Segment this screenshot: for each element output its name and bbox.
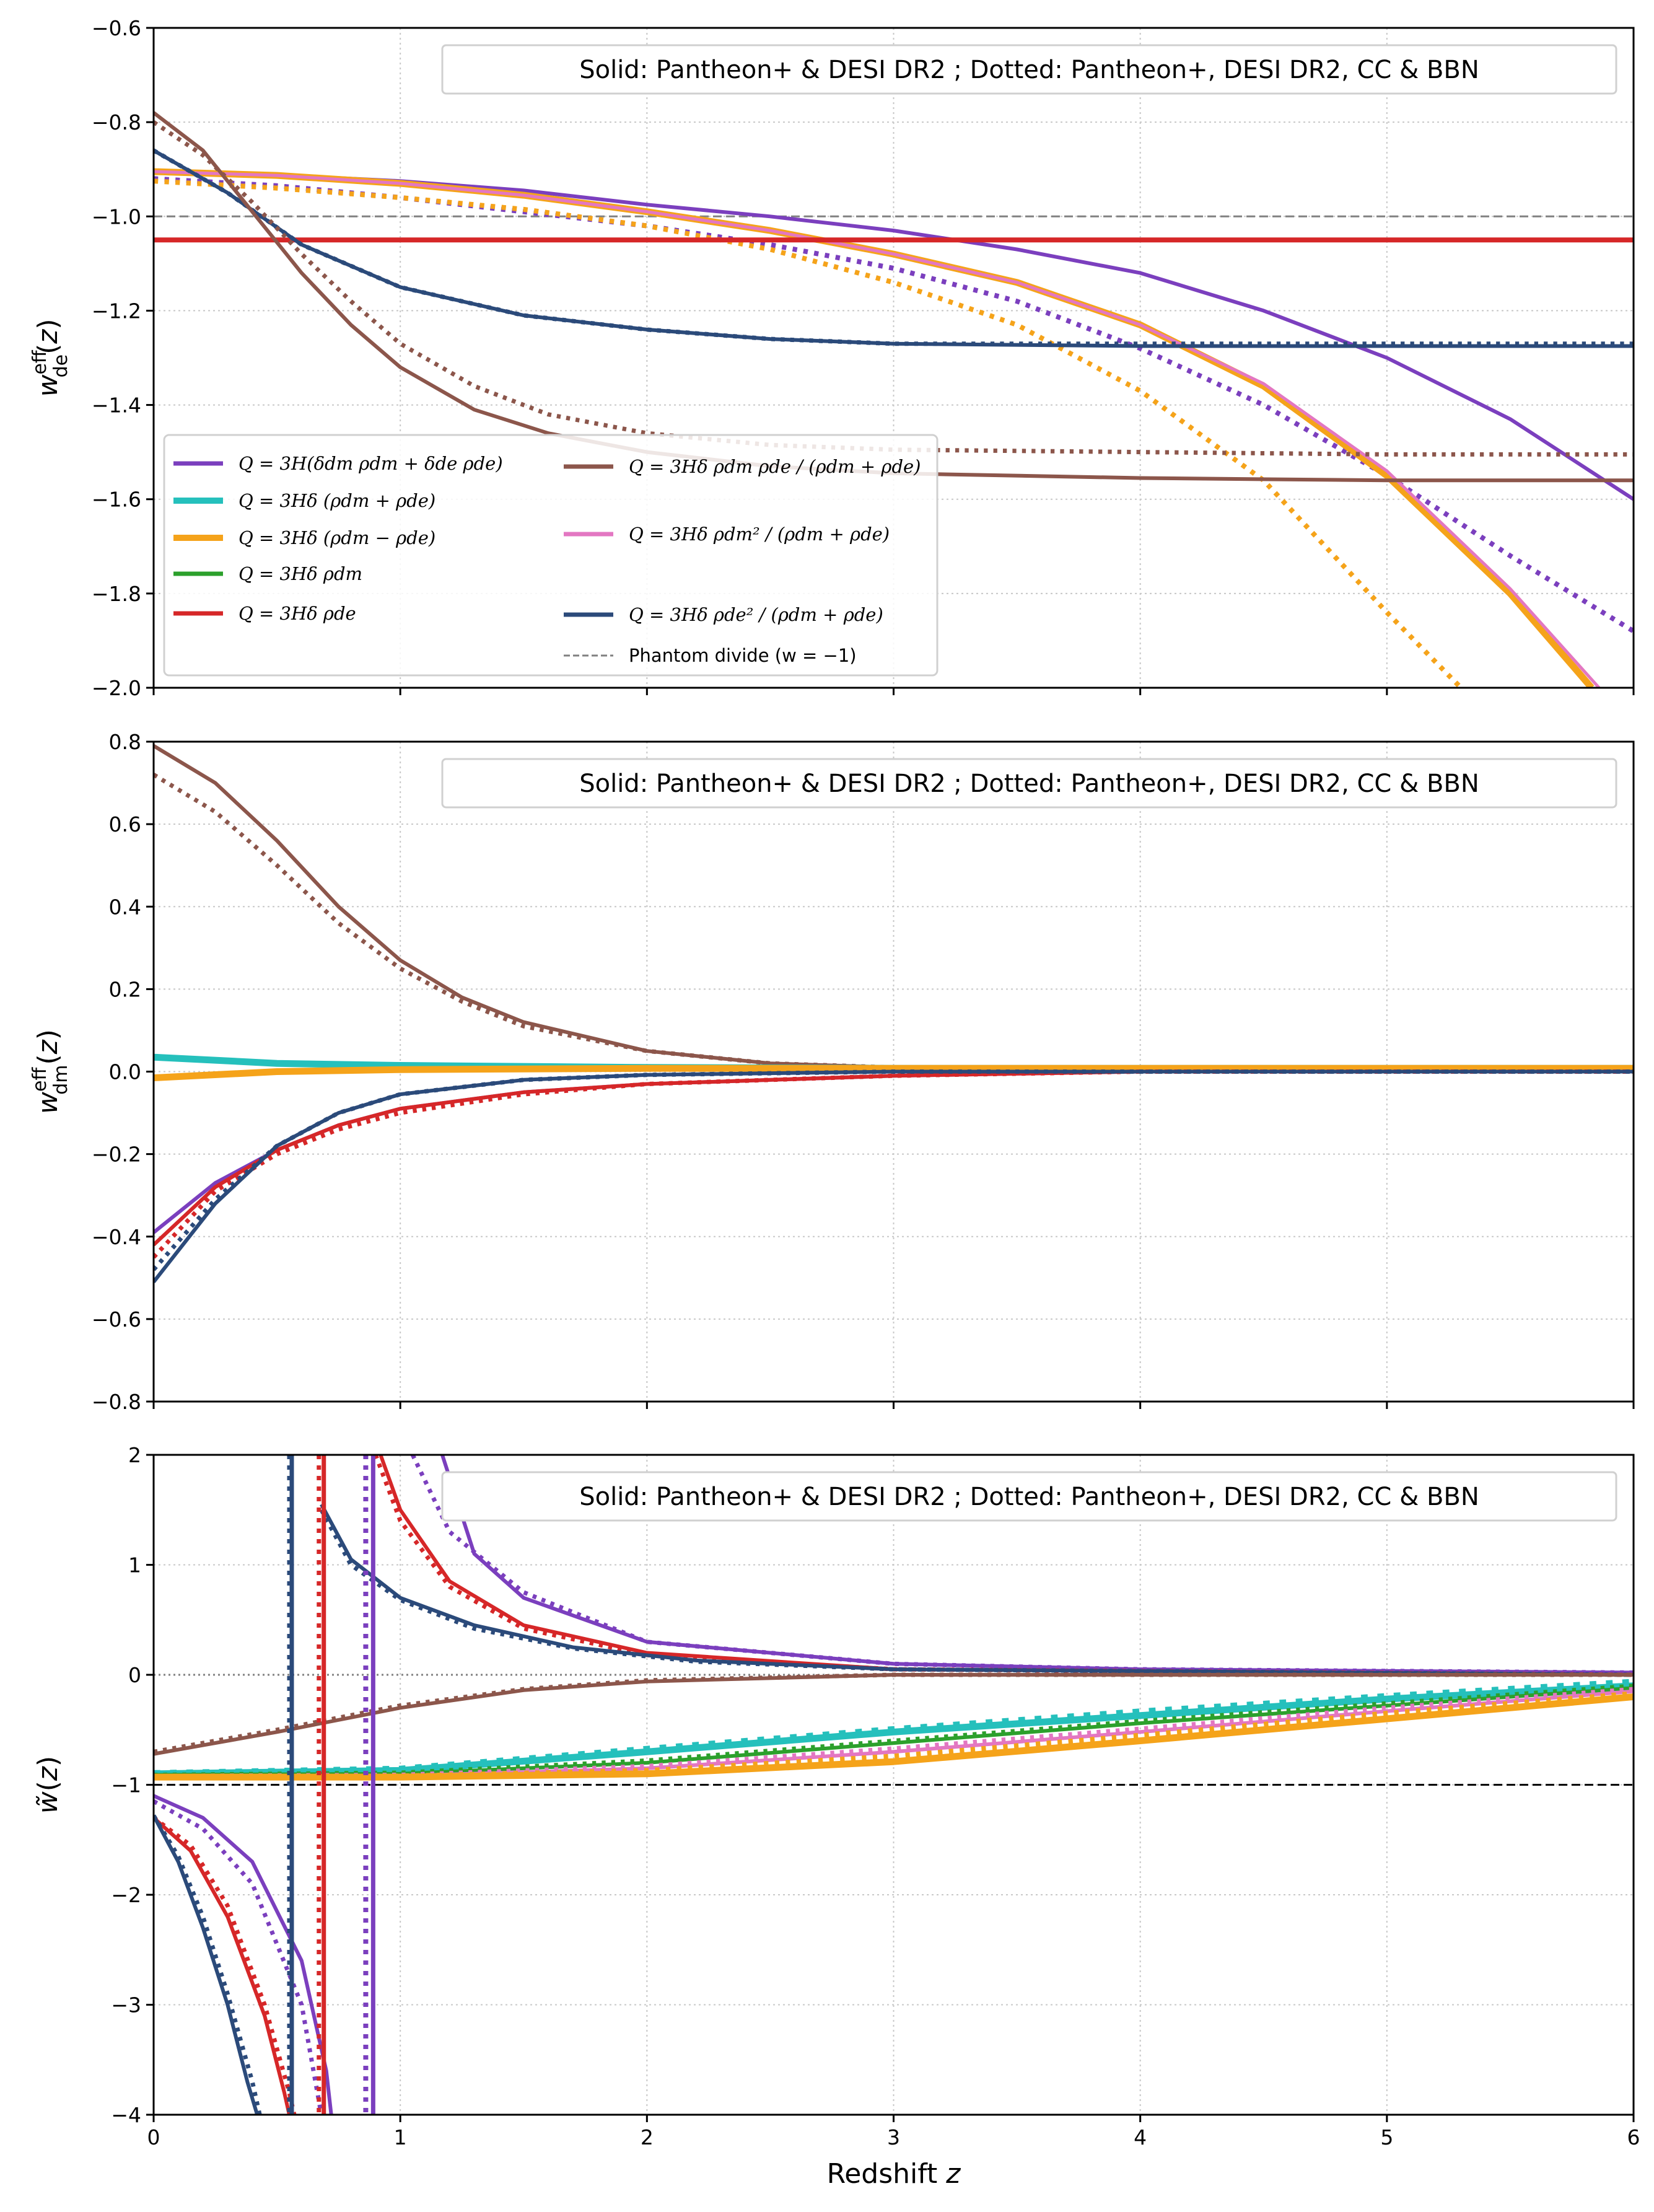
y-tick-label: 0.0 [109,1060,141,1084]
y-tick-label: −0.8 [92,1390,141,1414]
y-tick-label: −1.0 [92,204,141,229]
y-axis-label: weffdm(z) [29,1029,72,1114]
y-tick-label: 2 [128,1443,141,1467]
series-line [319,1509,1634,1677]
y-tick-label: −2.0 [92,676,141,700]
annotation-box: Solid: Pantheon+ & DESI DR2 ; Dotted: Pa… [441,758,1617,809]
series-group [154,111,1634,688]
legend-label: Q = 3Hδ ρde² / (ρdm + ρde) [629,604,883,625]
legend-label: Q = 3Hδ (ρdm + ρde) [238,490,435,511]
panel-middle: −0.8 −0.6 −0.4 −0.2 0.0 0.2 0.4 0.6 0.8 Solid: Pa… [29,730,1635,1414]
series-line [154,1814,260,2115]
series-line [154,111,1634,483]
legend-frame [163,434,939,677]
legend-label: Q = 3Hδ (ρdm − ρde) [238,527,435,548]
annotation-text: Solid: Pantheon+ & DESI DR2 ; Dotted: Pa… [579,770,1479,798]
y-tick-label: 0.8 [109,730,141,754]
y-tick-label: −2 [111,1883,141,1907]
series-line [154,1691,1634,1780]
legend: Q = 3H(δdm ρdm + δde ρde) Q = 3Hδ (ρdm + … [163,434,939,677]
series-line [154,1069,1634,1271]
series-group [154,1455,1634,2115]
annotation-box: Solid: Pantheon+ & DESI DR2 ; Dotted: Pa… [441,1471,1617,1522]
x-tick-label: 2 [641,2125,654,2149]
x-tick-label: 6 [1627,2125,1640,2149]
y-tick-label: −4 [111,2103,141,2127]
series-line [154,1816,291,2115]
legend-label: Q = 3Hδ ρde [238,603,356,624]
y-axis-label: w̃(z) [32,1756,64,1814]
series-group [154,744,1634,1283]
series-line [154,120,1634,457]
y-axis-label: weffde(z) [29,318,72,397]
legend-label: Q = 3Hδ ρdm² / (ρdm + ρde) [629,524,890,545]
series-line [154,178,1463,688]
y-tick-label: −0.6 [92,1307,141,1332]
legend-label: Q = 3Hδ ρdm [238,563,362,584]
series-line [154,1815,297,2115]
series-line [154,1064,1634,1081]
y-tick-label: 1 [128,1553,141,1578]
panel-top: −2.0 −1.8 −1.6 −1.4 −1.2 −1.0 −0.8 −0.6 Solid: P… [29,16,1635,700]
series-line [154,773,1634,1074]
x-tick-label: 1 [394,2125,407,2149]
legend-label: Phantom divide (w = −1) [629,645,857,666]
y-tick-label: −0.2 [92,1143,141,1167]
y-tick-label: −0.4 [92,1225,141,1249]
annotation-text: Solid: Pantheon+ & DESI DR2 ; Dotted: Pa… [579,1483,1479,1511]
y-tick-label: −3 [111,1993,141,2017]
x-tick-label: 4 [1134,2125,1147,2149]
series-line [154,1672,1634,1754]
y-tick-label: 0.4 [109,895,141,919]
x-axis-label: Redshift z [827,2158,961,2190]
annotation-frame [441,1471,1617,1522]
annotation-frame [441,758,1617,809]
y-tick-label: 0 [128,1663,141,1687]
series-line [154,1679,1634,1778]
annotation-text: Solid: Pantheon+ & DESI DR2 ; Dotted: Pa… [579,56,1479,84]
y-tick-label: −1.8 [92,582,141,606]
y-tick-label: −0.6 [92,16,141,40]
series-line [154,1794,333,2115]
panel-bottom: 0 1 2 3 4 5 6 −4 −3 −2 −1 0 1 2 Solid: Pantheon+ & DES… [32,1443,1640,2190]
series-line [154,1069,1634,1283]
annotation-box: Solid: Pantheon+ & DESI DR2 ; Dotted: Pa… [441,44,1617,95]
x-tick-label: 3 [887,2125,900,2149]
y-tick-label: −1.2 [92,299,141,323]
x-tick-label: 0 [147,2125,160,2149]
y-tick-label: 0.6 [109,812,141,836]
y-tick-label: 0.2 [109,977,141,1001]
series-line [154,170,1601,688]
y-tick-label: −1 [111,1773,141,1797]
series-line [154,1693,1634,1781]
x-tick-label: 5 [1380,2125,1393,2149]
y-tick-label: −1.4 [92,393,141,418]
legend-label: Q = 3H(δdm ρdm + δde ρde) [238,453,503,474]
series-line [154,1814,262,2115]
series-line [154,1799,324,2115]
legend-label: Q = 3Hδ ρdm ρde / (ρdm + ρde) [629,456,921,477]
annotation-frame [441,44,1617,95]
y-tick-label: −1.6 [92,488,141,512]
y-tick-label: −0.8 [92,110,141,134]
